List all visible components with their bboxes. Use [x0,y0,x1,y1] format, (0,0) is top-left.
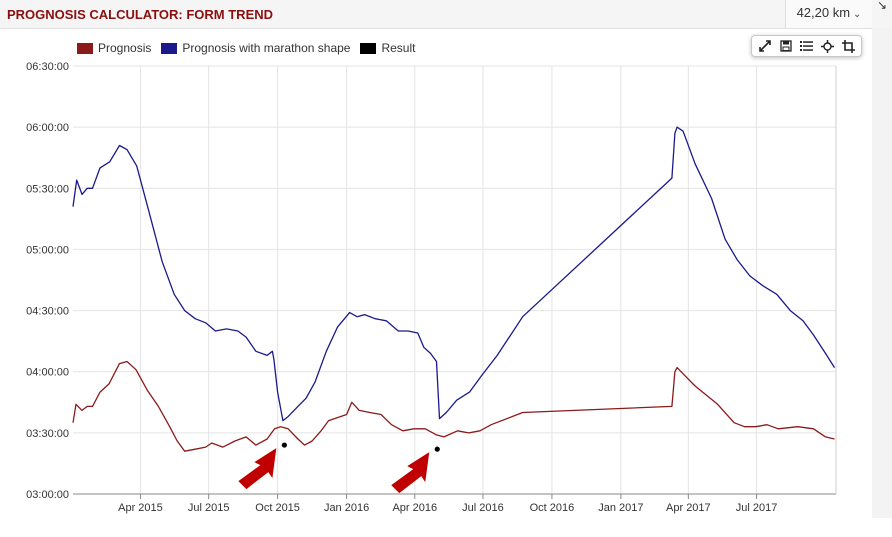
x-tick-label: Jul 2015 [188,502,230,514]
header-bar: PROGNOSIS CALCULATOR: FORM TREND 42,20 k… [0,0,892,29]
x-tick-label: Jul 2016 [462,502,504,514]
x-tick-label: Apr 2015 [118,502,163,514]
x-tick-label: Oct 2015 [255,502,300,514]
expand-icon[interactable] [756,37,774,55]
legend-label: Prognosis [98,41,152,55]
x-tick-label: Apr 2016 [392,502,437,514]
page-title: PROGNOSIS CALCULATOR: FORM TREND [7,7,274,22]
list-icon[interactable] [798,37,816,55]
y-tick-label: 05:00:00 [26,244,69,256]
marathon-shape-line [72,126,836,422]
legend-swatch [161,42,178,54]
distance-value: 42,20 km [796,5,851,20]
result-point [281,442,287,448]
x-tick-label: Jan 2017 [598,502,643,514]
x-tick-label: Jul 2017 [736,502,778,514]
y-tick-label: 03:00:00 [26,489,69,501]
y-tick-label: 04:30:00 [26,306,69,318]
x-tick-label: Apr 2017 [666,502,711,514]
plot-area [73,66,836,494]
y-tick-label: 03:30:00 [26,428,69,440]
y-tick-label: 04:00:00 [26,367,69,379]
chart-legend: Prognosis Prognosis with marathon shape Re… [77,40,415,56]
x-tick-label: Oct 2016 [530,502,575,514]
legend-swatch [77,42,93,54]
crosshair-icon[interactable] [819,37,837,55]
right-scroll-strip [872,28,892,518]
form-trend-chart: 03:00:00 03:30:00 04:00:00 04:30:00 05:00:00… [26,61,837,514]
y-tick-label: 06:00:00 [26,122,69,134]
legend-item[interactable]: Result [360,41,415,55]
legend-item[interactable]: Prognosis [77,41,151,55]
distance-select[interactable]: 42,20 km ⌄ [785,0,872,28]
chevron-down-icon: ⌄ [853,9,862,20]
save-icon[interactable] [777,37,795,55]
legend-item[interactable]: Prognosis with marathon shape [161,41,350,55]
red-arrow-annotation [391,452,430,494]
legend-swatch [360,42,377,54]
y-tick-label: 05:30:00 [26,183,69,195]
result-point [434,446,440,452]
corner-arrow-icon[interactable]: ↘ [876,0,888,12]
prognosis-line [72,360,835,452]
legend-label: Prognosis with marathon shape [182,41,351,55]
x-tick-label: Jan 2016 [324,502,369,514]
chart-toolbar [751,35,862,57]
crop-icon[interactable] [840,37,858,55]
legend-label: Result [381,41,416,55]
red-arrow-annotation [238,448,277,490]
y-tick-label: 06:30:00 [26,61,69,73]
